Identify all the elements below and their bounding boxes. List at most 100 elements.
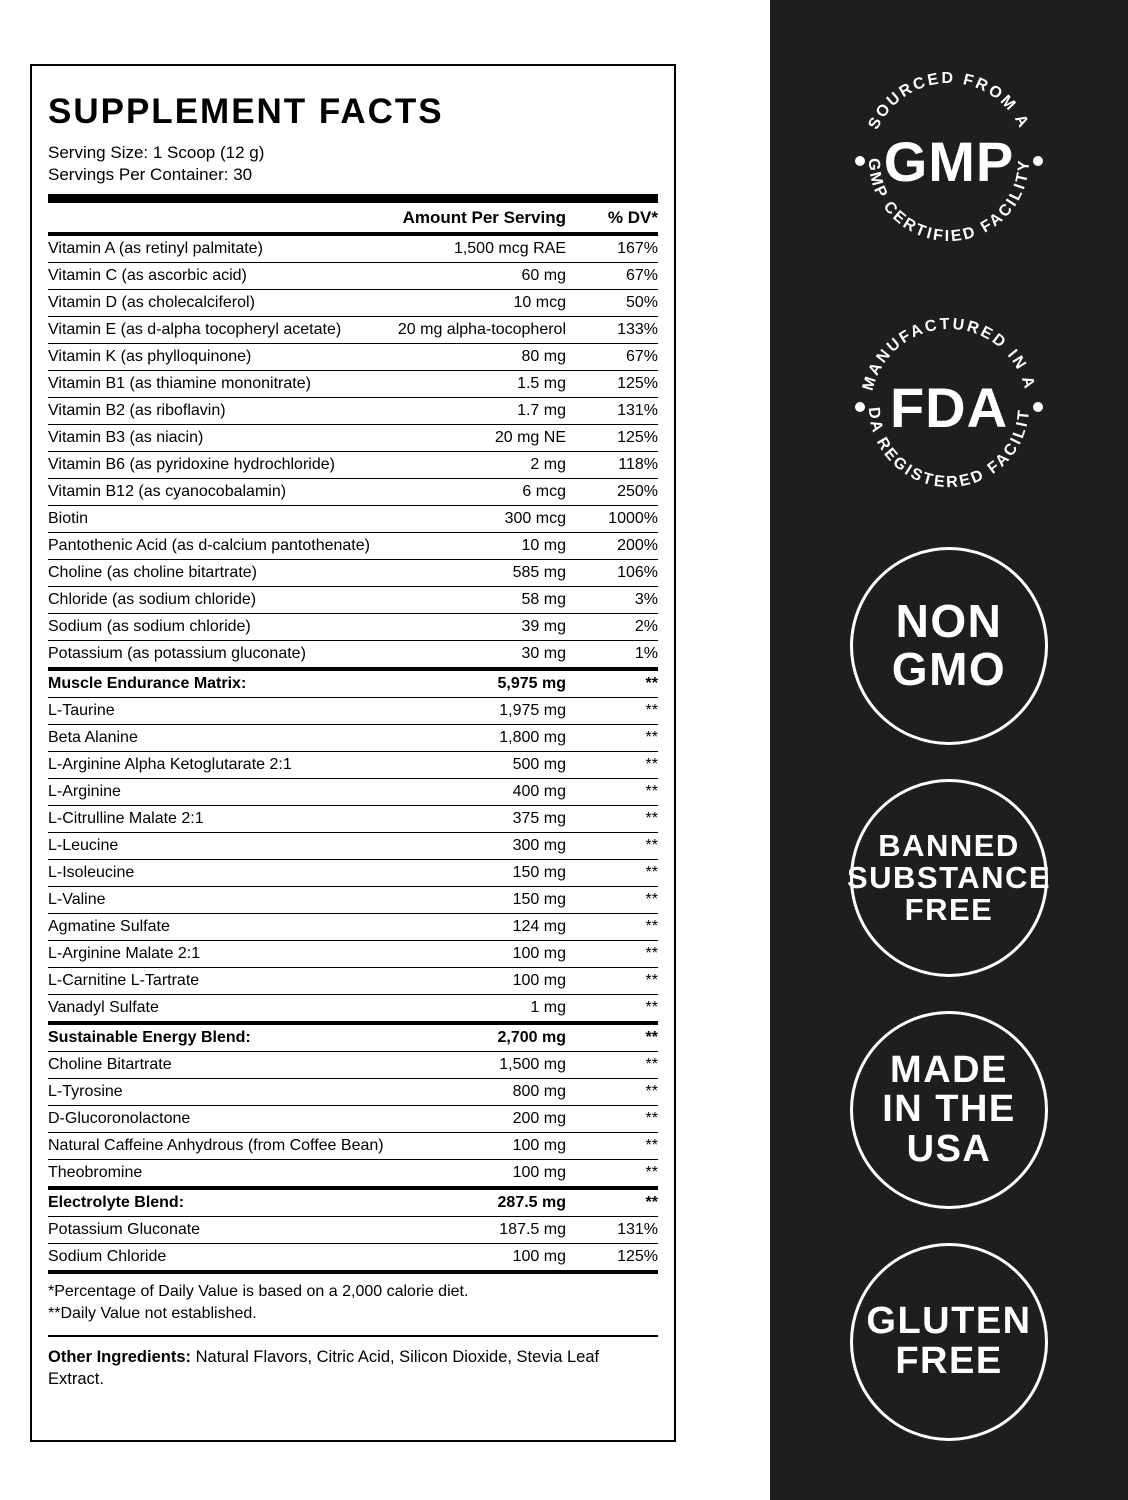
ingredient-name: L-Leucine bbox=[48, 836, 119, 854]
table-row: Vitamin B12 (as cyanocobalamin) 6 mcg 25… bbox=[48, 477, 658, 505]
ingredient-dv: ** bbox=[645, 1109, 658, 1127]
table-row: Vitamin D (as cholecalciferol) 10 mcg 50… bbox=[48, 288, 658, 316]
ingredient-dv: 106% bbox=[617, 563, 658, 581]
ingredient-dv: 125% bbox=[617, 428, 658, 446]
ingredient-name: Vitamin A (as retinyl palmitate) bbox=[48, 239, 263, 257]
gmp-badge-top-arc-text: SOURCED FROM A bbox=[865, 70, 1032, 132]
ingredient-amount: 150 mg bbox=[512, 890, 566, 908]
ingredient-amount: 58 mg bbox=[521, 590, 566, 608]
footnote-not-established: **Daily Value not established. bbox=[48, 1305, 257, 1323]
other-ingredients: Other Ingredients: Natural Flavors, Citr… bbox=[48, 1334, 658, 1400]
fda-badge-center-text: FDA bbox=[890, 376, 1008, 439]
ingredient-amount: 200 mg bbox=[512, 1109, 566, 1127]
ingredient-amount: 124 mg bbox=[512, 917, 566, 935]
ingredient-amount: 100 mg bbox=[512, 944, 566, 962]
ingredient-amount: 39 mg bbox=[521, 617, 566, 635]
ingredient-amount: 585 mg bbox=[512, 563, 566, 581]
fda-badge: MANUFACTURED IN A FDA FDA REGISTERED FAC… bbox=[843, 301, 1043, 491]
ingredient-dv: 67% bbox=[625, 266, 658, 284]
ingredient-dv: 131% bbox=[617, 401, 658, 419]
ingredient-amount: 100 mg bbox=[512, 971, 566, 989]
ingredient-dv: ** bbox=[645, 944, 658, 962]
badge-text-line: MADE bbox=[890, 1048, 1008, 1091]
ingredient-name: Choline (as choline bitartrate) bbox=[48, 563, 257, 581]
ingredient-dv: ** bbox=[645, 863, 658, 881]
facts-table-body: Vitamin A (as retinyl palmitate) 1,500 m… bbox=[48, 236, 658, 1270]
badge-dot-left bbox=[855, 402, 865, 412]
ingredient-dv: 133% bbox=[617, 320, 658, 338]
supplement-facts-panel: SUPPLEMENT FACTS Serving Size: 1 Scoop (… bbox=[30, 64, 676, 1442]
table-row: L-Valine 150 mg ** bbox=[48, 885, 658, 913]
divider-thick bbox=[48, 193, 658, 203]
ingredient-dv: ** bbox=[645, 1055, 658, 1073]
header-spacer bbox=[48, 208, 403, 228]
table-row: Vitamin B3 (as niacin) 20 mg NE 125% bbox=[48, 423, 658, 451]
servings-per-container-text: Servings Per Container: 30 bbox=[48, 165, 253, 185]
ingredient-name: Vitamin B2 (as riboflavin) bbox=[48, 401, 226, 419]
ingredient-amount: 30 mg bbox=[521, 644, 566, 662]
ingredient-name: Biotin bbox=[48, 509, 89, 527]
page-title: SUPPLEMENT FACTS bbox=[48, 92, 444, 131]
ingredient-name: L-Tyrosine bbox=[48, 1082, 123, 1100]
table-row: Pantothenic Acid (as d-calcium pantothen… bbox=[48, 531, 658, 559]
other-ingredients-text: Natural Flavors, Citric Acid, Silicon Di… bbox=[48, 1347, 600, 1388]
ingredient-amount: 400 mg bbox=[512, 782, 566, 800]
ingredient-name: Natural Caffeine Anhydrous (from Coffee … bbox=[48, 1136, 384, 1154]
ingredient-dv: ** bbox=[645, 809, 658, 827]
gmp-badge: SOURCED FROM A GMP GMP CERTIFIED FACILIT… bbox=[855, 70, 1043, 245]
table-row: Choline Bitartrate 1,500 mg ** bbox=[48, 1050, 658, 1078]
ingredient-name: Vitamin K (as phylloquinone) bbox=[48, 347, 252, 365]
table-row: Beta Alanine 1,800 mg ** bbox=[48, 723, 658, 751]
badge-text-line: GLUTEN bbox=[866, 1300, 1032, 1343]
column-header-dv: % DV* bbox=[607, 207, 658, 227]
ingredient-dv: ** bbox=[645, 674, 658, 692]
badge-text-line: USA bbox=[906, 1127, 992, 1170]
ingredient-dv: ** bbox=[645, 998, 658, 1016]
ingredient-dv: ** bbox=[645, 1163, 658, 1181]
table-row: Potassium (as potassium gluconate) 30 mg… bbox=[48, 639, 658, 667]
table-row: Vitamin E (as d-alpha tocopheryl acetate… bbox=[48, 315, 658, 343]
ingredient-name: L-Arginine bbox=[48, 782, 121, 800]
ingredient-amount: 100 mg bbox=[512, 1136, 566, 1154]
ingredient-amount: 1,975 mg bbox=[499, 701, 566, 719]
table-row: L-Tyrosine 800 mg ** bbox=[48, 1077, 658, 1105]
table-row: Natural Caffeine Anhydrous (from Coffee … bbox=[48, 1131, 658, 1159]
ingredient-amount: 300 mg bbox=[512, 836, 566, 854]
ingredient-dv: 125% bbox=[617, 374, 658, 392]
ingredient-amount: 800 mg bbox=[512, 1082, 566, 1100]
ingredient-name: Pantothenic Acid (as d-calcium pantothen… bbox=[48, 536, 370, 554]
ingredient-amount: 1 mg bbox=[530, 998, 566, 1016]
table-row: Vitamin B6 (as pyridoxine hydrochloride)… bbox=[48, 450, 658, 478]
table-row: Agmatine Sulfate 124 mg ** bbox=[48, 912, 658, 940]
ingredient-name: Electrolyte Blend: bbox=[48, 1193, 185, 1211]
ingredient-amount: 300 mcg bbox=[504, 509, 566, 527]
ingredient-name: Sodium Chloride bbox=[48, 1247, 167, 1265]
ingredient-name: Potassium Gluconate bbox=[48, 1220, 201, 1238]
ingredient-dv: 118% bbox=[618, 455, 658, 473]
gmp-badge-center-text: GMP bbox=[884, 130, 1015, 193]
ingredient-amount: 1,500 mg bbox=[499, 1055, 566, 1073]
ingredient-dv: 2% bbox=[634, 617, 658, 635]
badge-dot-right bbox=[1033, 402, 1043, 412]
ingredient-name: Choline Bitartrate bbox=[48, 1055, 172, 1073]
ingredient-name: Vanadyl Sulfate bbox=[48, 998, 159, 1016]
badge-gluten-free: GLUTEN FREE bbox=[850, 1243, 1048, 1441]
ingredient-dv: ** bbox=[645, 890, 658, 908]
ingredient-dv: ** bbox=[645, 917, 658, 935]
ingredient-amount: 1.5 mg bbox=[517, 374, 566, 392]
ingredient-amount: 60 mg bbox=[521, 266, 566, 284]
ingredient-dv: ** bbox=[645, 1082, 658, 1100]
table-row: L-Taurine 1,975 mg ** bbox=[48, 696, 658, 724]
ingredient-name: L-Valine bbox=[48, 890, 106, 908]
footnotes: *Percentage of Daily Value is based on a… bbox=[48, 1269, 658, 1335]
badge-text-line: FREE bbox=[895, 1340, 1003, 1382]
ingredient-amount: 20 mg NE bbox=[494, 428, 566, 446]
ingredient-name: Vitamin B3 (as niacin) bbox=[48, 428, 204, 446]
badge-text-line: IN THE bbox=[882, 1088, 1016, 1131]
table-row: L-Arginine 400 mg ** bbox=[48, 777, 658, 805]
ingredient-name: Theobromine bbox=[48, 1163, 143, 1181]
table-row: Vitamin B1 (as thiamine mononitrate) 1.5… bbox=[48, 369, 658, 397]
ingredient-dv: ** bbox=[645, 971, 658, 989]
ingredient-name: Sustainable Energy Blend: bbox=[48, 1028, 251, 1046]
ingredient-amount: 10 mcg bbox=[513, 293, 566, 311]
